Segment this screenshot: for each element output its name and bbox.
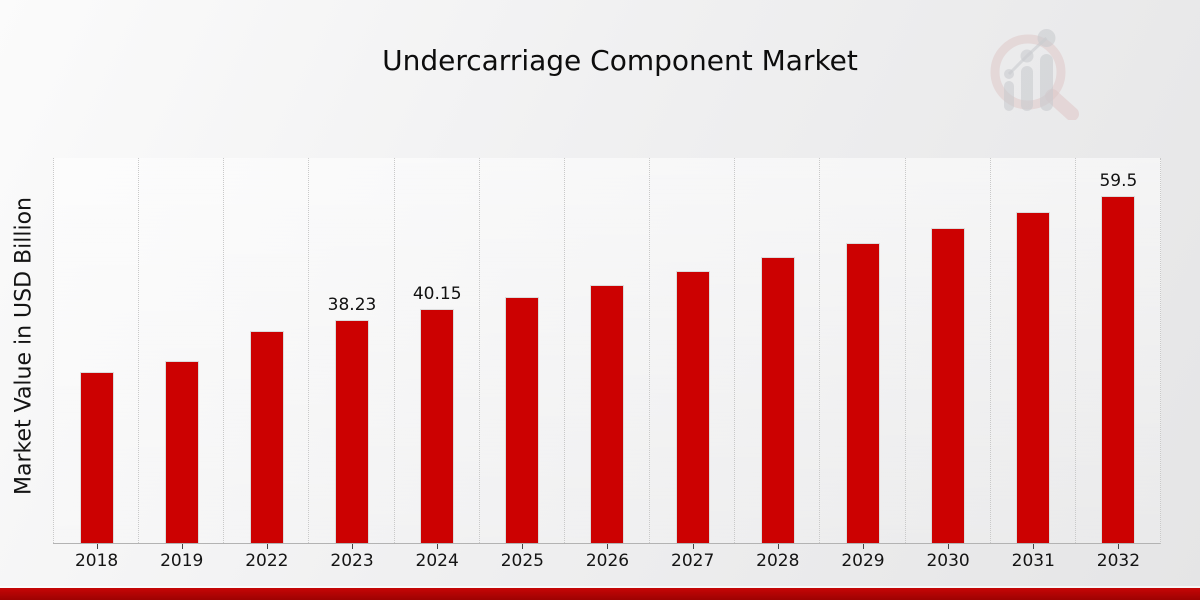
x-axis-label-2030: 2030 <box>926 551 970 571</box>
bar-value-label-2024: 40.15 <box>412 284 462 304</box>
x-axis-tick-2018 <box>96 544 98 549</box>
bar-2022 <box>249 331 284 543</box>
bar-2025 <box>505 297 540 543</box>
x-axis-tick-2022 <box>266 544 268 549</box>
x-axis-tick-2023 <box>352 544 354 549</box>
x-axis-tick-2029 <box>862 544 864 549</box>
bar-2023 <box>335 320 370 543</box>
bar-slot-2024: 40.15 2024 <box>393 158 480 571</box>
bar-slot-2028: 2028 <box>734 158 820 571</box>
bar-slot-2031: 2031 <box>989 158 1076 571</box>
footer-accent-bar <box>0 588 1200 600</box>
bar-slot-2018: 2018 <box>53 158 139 571</box>
x-axis-label-2028: 2028 <box>756 551 800 571</box>
x-axis-tick-2025 <box>522 544 524 549</box>
x-axis-tick-2030 <box>948 544 950 549</box>
x-axis-label-2019: 2019 <box>160 551 204 571</box>
x-axis-label-2018: 2018 <box>74 551 119 571</box>
x-axis-label-2023: 2023 <box>330 551 374 571</box>
x-axis-label-2022: 2022 <box>245 551 289 571</box>
bar-slot-2030: 2030 <box>904 158 991 571</box>
bar-value-label-2032: 59.5 <box>1099 171 1138 191</box>
x-axis-tick-2026 <box>607 544 609 549</box>
bar-2032 <box>1101 196 1136 543</box>
x-axis-tick-2028 <box>777 544 779 549</box>
bar-value-label-2023: 38.23 <box>327 295 377 315</box>
x-axis-tick-2027 <box>692 544 694 549</box>
x-axis-label-2024: 2024 <box>415 551 459 571</box>
bar-2030 <box>931 228 966 543</box>
bar-slot-2027: 2027 <box>649 158 735 571</box>
bar-2029 <box>845 243 880 543</box>
x-axis-tick-2019 <box>181 544 183 549</box>
y-axis-label: Market Value in USD Billion <box>11 196 37 496</box>
bar-slot-2022: 2022 <box>223 158 309 571</box>
x-axis-label-2029: 2029 <box>841 551 885 571</box>
bar-2027 <box>675 271 710 543</box>
bar-slot-2032: 59.5 2032 <box>1074 158 1161 571</box>
bar-slot-2025: 2025 <box>478 158 565 571</box>
bar-2028 <box>760 257 795 543</box>
bar-slot-2026: 2026 <box>563 158 650 571</box>
magnifier-bar-chart-logo-icon <box>990 29 1079 120</box>
chart-title: Undercarriage Component Market <box>382 44 858 77</box>
x-axis-label-2025: 2025 <box>500 551 544 571</box>
bar-slot-2023: 38.23 2023 <box>308 158 394 571</box>
plot-area: 2018 2019 2022 38.23 2023 40.15 2024 2025 2026 20… <box>53 158 1161 571</box>
x-axis-label-2026: 2026 <box>585 551 630 571</box>
bar-2018 <box>79 372 114 543</box>
x-axis-tick-2032 <box>1118 544 1120 549</box>
bar-2031 <box>1016 212 1051 543</box>
x-axis-tick-2031 <box>1033 544 1035 549</box>
bar-slot-2029: 2029 <box>819 158 905 571</box>
footer-light-strip <box>0 586 1200 588</box>
bar-2026 <box>590 285 625 543</box>
bar-2024 <box>420 309 455 543</box>
x-axis-tick-2024 <box>437 544 439 549</box>
bar-slot-2019: 2019 <box>138 158 224 571</box>
x-axis-label-2027: 2027 <box>671 551 715 571</box>
x-axis-label-2032: 2032 <box>1096 551 1141 571</box>
x-axis-label-2031: 2031 <box>1011 551 1055 571</box>
bar-2019 <box>164 361 199 543</box>
